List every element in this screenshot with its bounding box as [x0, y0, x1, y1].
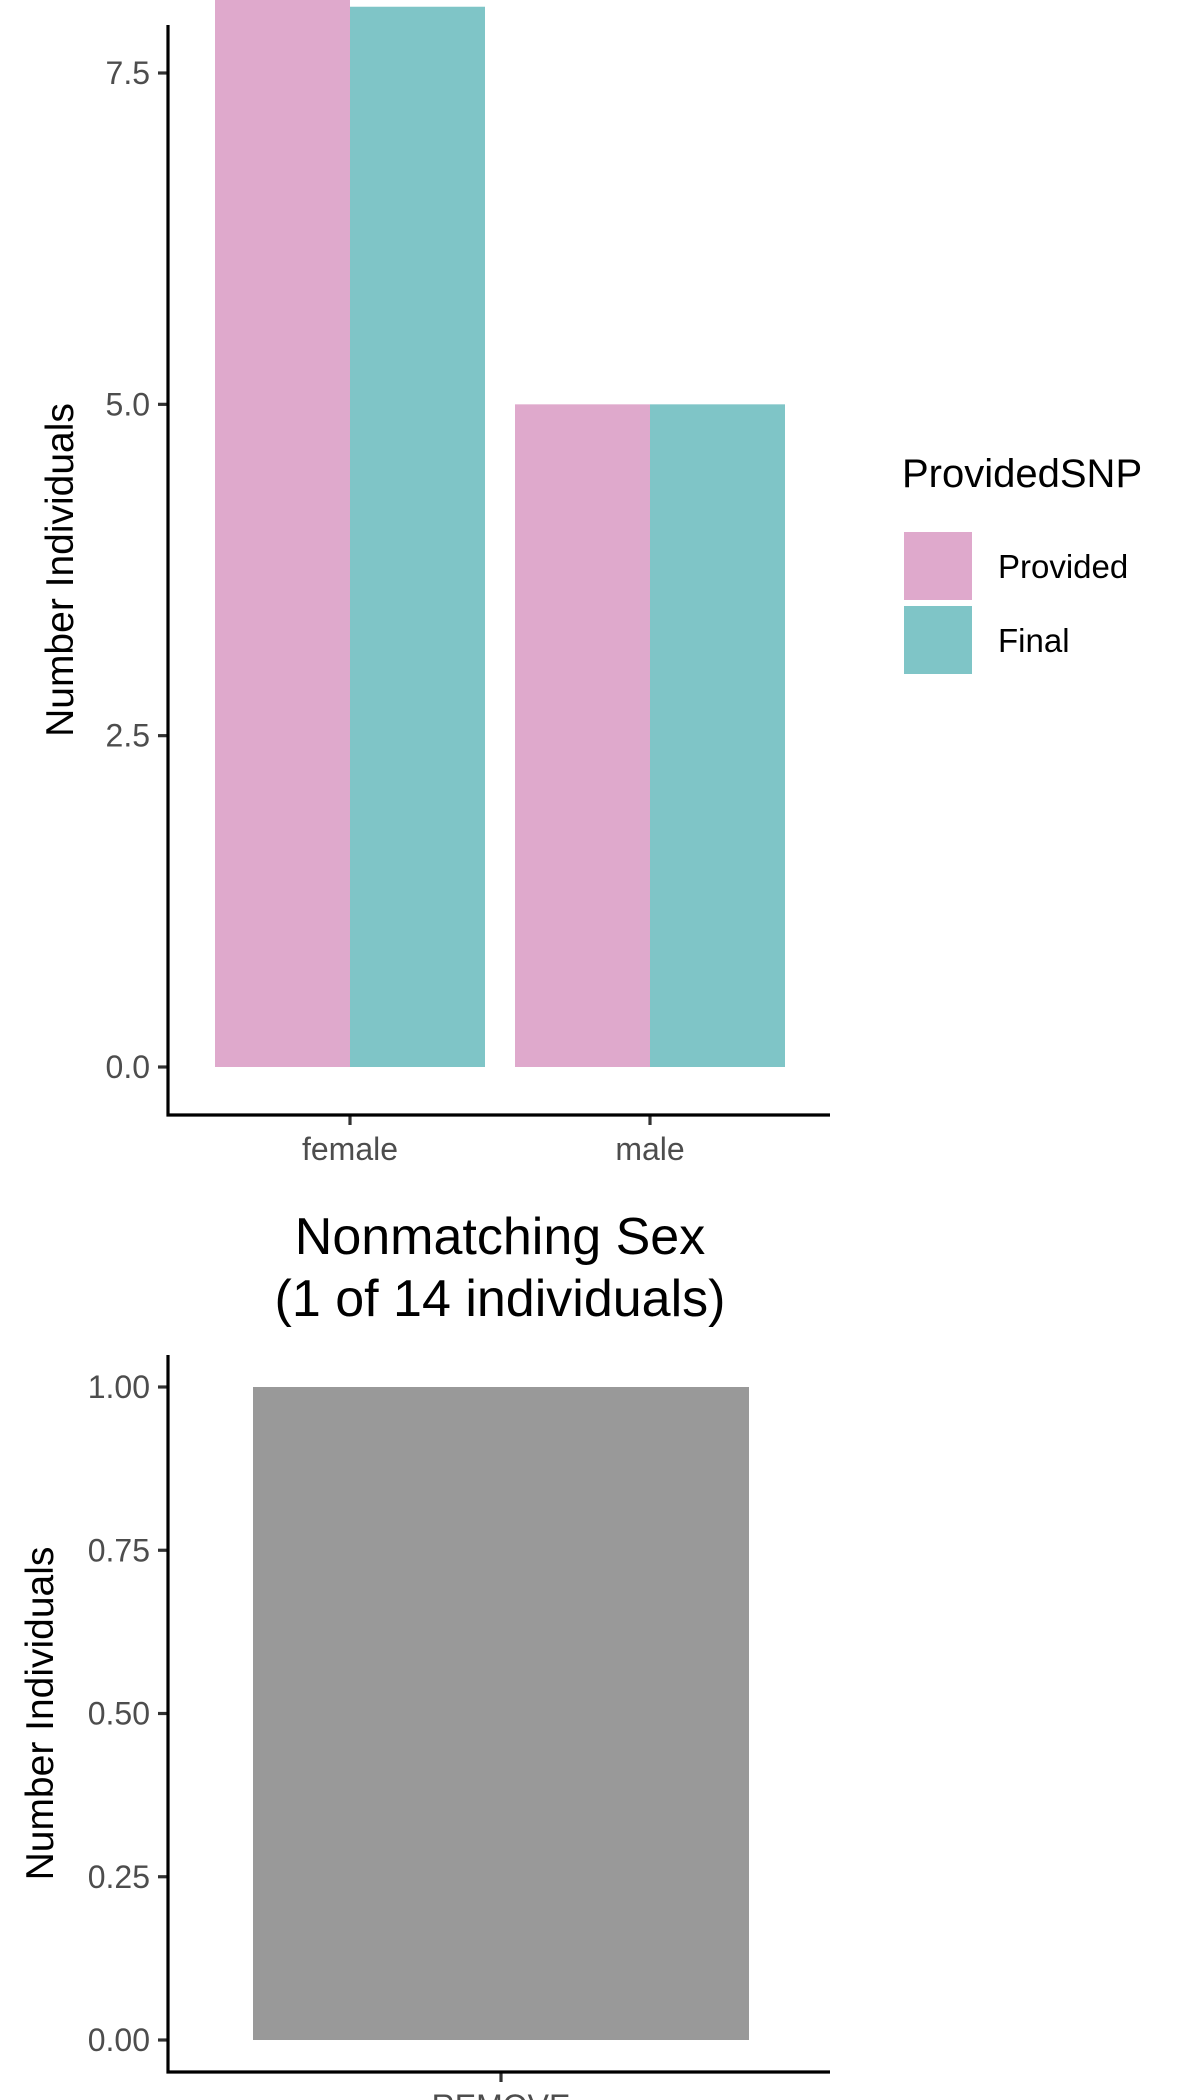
y-tick-label: 0.50	[88, 1696, 150, 1732]
bar-REMOVE	[253, 1387, 749, 2040]
y-tick-label: 2.5	[106, 718, 150, 754]
y-tick-label: 7.5	[106, 55, 150, 91]
chart-title-line: Nonmatching Sex	[295, 1208, 705, 1266]
chart-sex-counts: female male 0.0 2.5 5.0 7.5 Number Individuals…	[39, 0, 1142, 1167]
y-tick-label: 5.0	[106, 386, 150, 422]
axis-lines	[166, 25, 830, 1117]
chart-title-line: (1 of 14 individuals)	[275, 1270, 726, 1328]
y-axis-title: Number Individuals	[19, 1547, 62, 1881]
legend-label-final: Final	[998, 622, 1070, 659]
axis-lines	[166, 1355, 830, 2074]
x-tick-label: female	[302, 1131, 398, 1167]
chart-nonmatching-sex: Nonmatching Sex(1 of 14 individuals) REMO…	[19, 1208, 830, 2100]
y-tick-label: 1.00	[88, 1369, 150, 1405]
bar-female-final	[350, 6, 485, 1068]
legend-swatch-final	[904, 606, 972, 674]
legend-title: ProvidedSNP	[902, 452, 1142, 496]
bar-female-provided	[215, 0, 350, 1068]
legend-label-provided: Provided	[998, 548, 1128, 585]
y-tick-label: 0.25	[88, 1859, 150, 1895]
bar-male-final	[650, 404, 785, 1067]
x-tick-label: REMOVE	[432, 2088, 571, 2100]
bar-male-provided	[515, 404, 650, 1067]
legend-swatch-provided	[904, 532, 972, 600]
y-tick-label: 0.0	[106, 1049, 150, 1085]
x-tick-label: male	[615, 1131, 684, 1167]
y-axis-title: Number Individuals	[39, 403, 82, 737]
y-tick-label: 0.75	[88, 1532, 150, 1568]
y-tick-label: 0.00	[88, 2022, 150, 2058]
